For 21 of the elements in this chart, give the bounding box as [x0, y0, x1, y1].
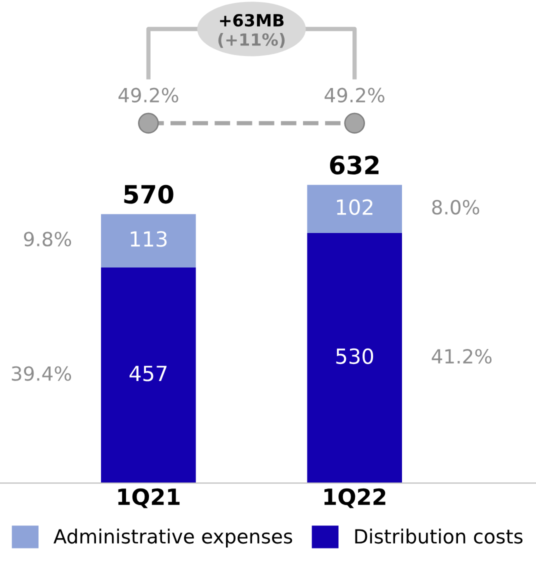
- text: 49.2%: [118, 88, 178, 103]
- data-label: 113: [130, 231, 167, 247]
- legend-label: Distribution costs: [355, 528, 523, 544]
- data-label: 102: [336, 199, 372, 215]
- x-tick-label: 1Q21: [118, 488, 180, 508]
- bar: [307, 184, 402, 234]
- bar: [101, 267, 196, 484]
- text: +63MB (+11%): [218, 14, 285, 48]
- x-tick-label: 1Q22: [324, 488, 386, 508]
- text: 49.2%: [324, 88, 384, 103]
- annotation: 8.0%: [432, 200, 480, 215]
- annotation: 41.2%: [432, 348, 492, 364]
- annotation: 9.8%: [24, 232, 72, 246]
- total-label: 570: [124, 184, 174, 204]
- total-label: 632: [330, 156, 379, 174]
- annotation: 39.4%: [12, 366, 72, 381]
- legend-label: Administrative expenses: [54, 528, 292, 548]
- data-label: 457: [130, 366, 167, 382]
- bar: [307, 233, 402, 484]
- data-label: 530: [336, 348, 374, 364]
- bar: [101, 214, 196, 268]
